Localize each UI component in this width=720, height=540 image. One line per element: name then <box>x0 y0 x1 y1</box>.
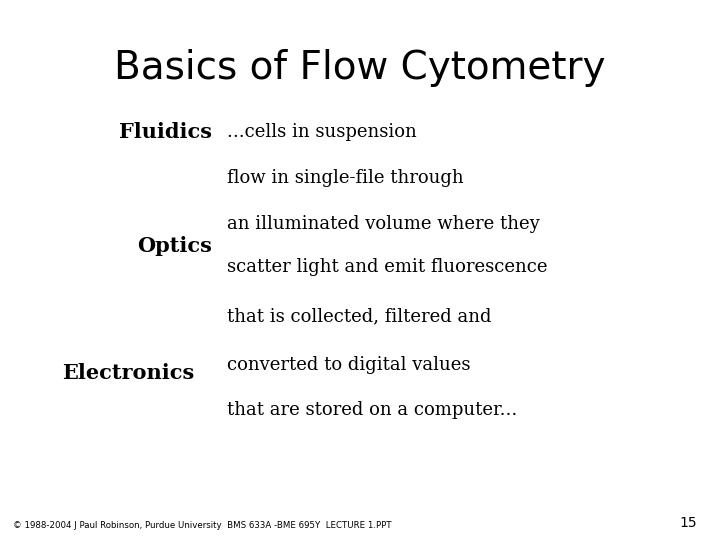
Text: Electronics: Electronics <box>62 362 194 383</box>
Text: converted to digital values: converted to digital values <box>227 355 470 374</box>
Text: © 1988-2004 J Paul Robinson, Purdue University  BMS 633A -BME 695Y  LECTURE 1.PP: © 1988-2004 J Paul Robinson, Purdue Univ… <box>13 521 392 530</box>
Text: ...cells in suspension: ...cells in suspension <box>227 123 417 141</box>
Text: that are stored on a computer...: that are stored on a computer... <box>227 401 517 420</box>
Text: flow in single-file through: flow in single-file through <box>227 169 464 187</box>
Text: scatter light and emit fluorescence: scatter light and emit fluorescence <box>227 258 547 276</box>
Text: that is collected, filtered and: that is collected, filtered and <box>227 307 491 325</box>
Text: an illuminated volume where they: an illuminated volume where they <box>227 215 539 233</box>
Text: Fluidics: Fluidics <box>120 122 212 143</box>
Text: 15: 15 <box>680 516 697 530</box>
Text: Optics: Optics <box>138 235 212 256</box>
Text: Basics of Flow Cytometry: Basics of Flow Cytometry <box>114 49 606 86</box>
